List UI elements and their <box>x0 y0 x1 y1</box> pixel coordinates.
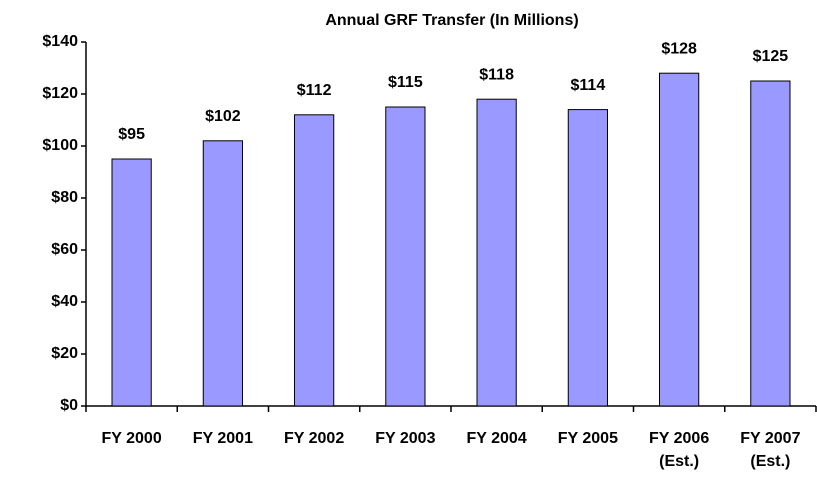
chart-title: Annual GRF Transfer (In Millions) <box>325 12 578 29</box>
y-tick-label: $80 <box>51 189 78 206</box>
bar <box>111 158 152 407</box>
bar <box>202 140 243 407</box>
bar <box>659 72 700 407</box>
x-tick-label: FY 2005 <box>557 430 618 447</box>
x-tick-label: FY 2002 <box>284 430 345 447</box>
x-tick-label: FY 2004 <box>466 430 527 447</box>
bar <box>476 98 517 407</box>
y-tick-label: $40 <box>51 293 78 310</box>
y-tick-label: $120 <box>42 85 78 102</box>
y-tick-label: $20 <box>51 345 78 362</box>
y-tick-label: $100 <box>42 137 78 154</box>
bar <box>385 106 426 407</box>
x-tick-label: FY 2000 <box>101 430 162 447</box>
x-tick-label: FY 2003 <box>375 430 436 447</box>
y-tick-label: $140 <box>42 33 78 50</box>
x-tick-label: FY 2001 <box>192 430 253 447</box>
y-tick-label: $60 <box>51 241 78 258</box>
x-tick-label: FY 2007 (Est.) <box>740 430 801 470</box>
value-label: $112 <box>297 82 332 99</box>
value-label: $128 <box>661 40 697 57</box>
value-label: $95 <box>118 126 145 143</box>
value-label: $102 <box>205 108 241 125</box>
bar <box>567 109 608 407</box>
value-label: $118 <box>479 66 514 83</box>
value-label: $115 <box>388 74 423 91</box>
y-tick-label: $0 <box>60 397 78 414</box>
value-label: $125 <box>753 48 789 65</box>
bar <box>294 114 335 407</box>
value-label: $114 <box>571 77 606 94</box>
x-tick-label: FY 2006 (Est.) <box>649 430 710 470</box>
bar <box>750 80 791 407</box>
